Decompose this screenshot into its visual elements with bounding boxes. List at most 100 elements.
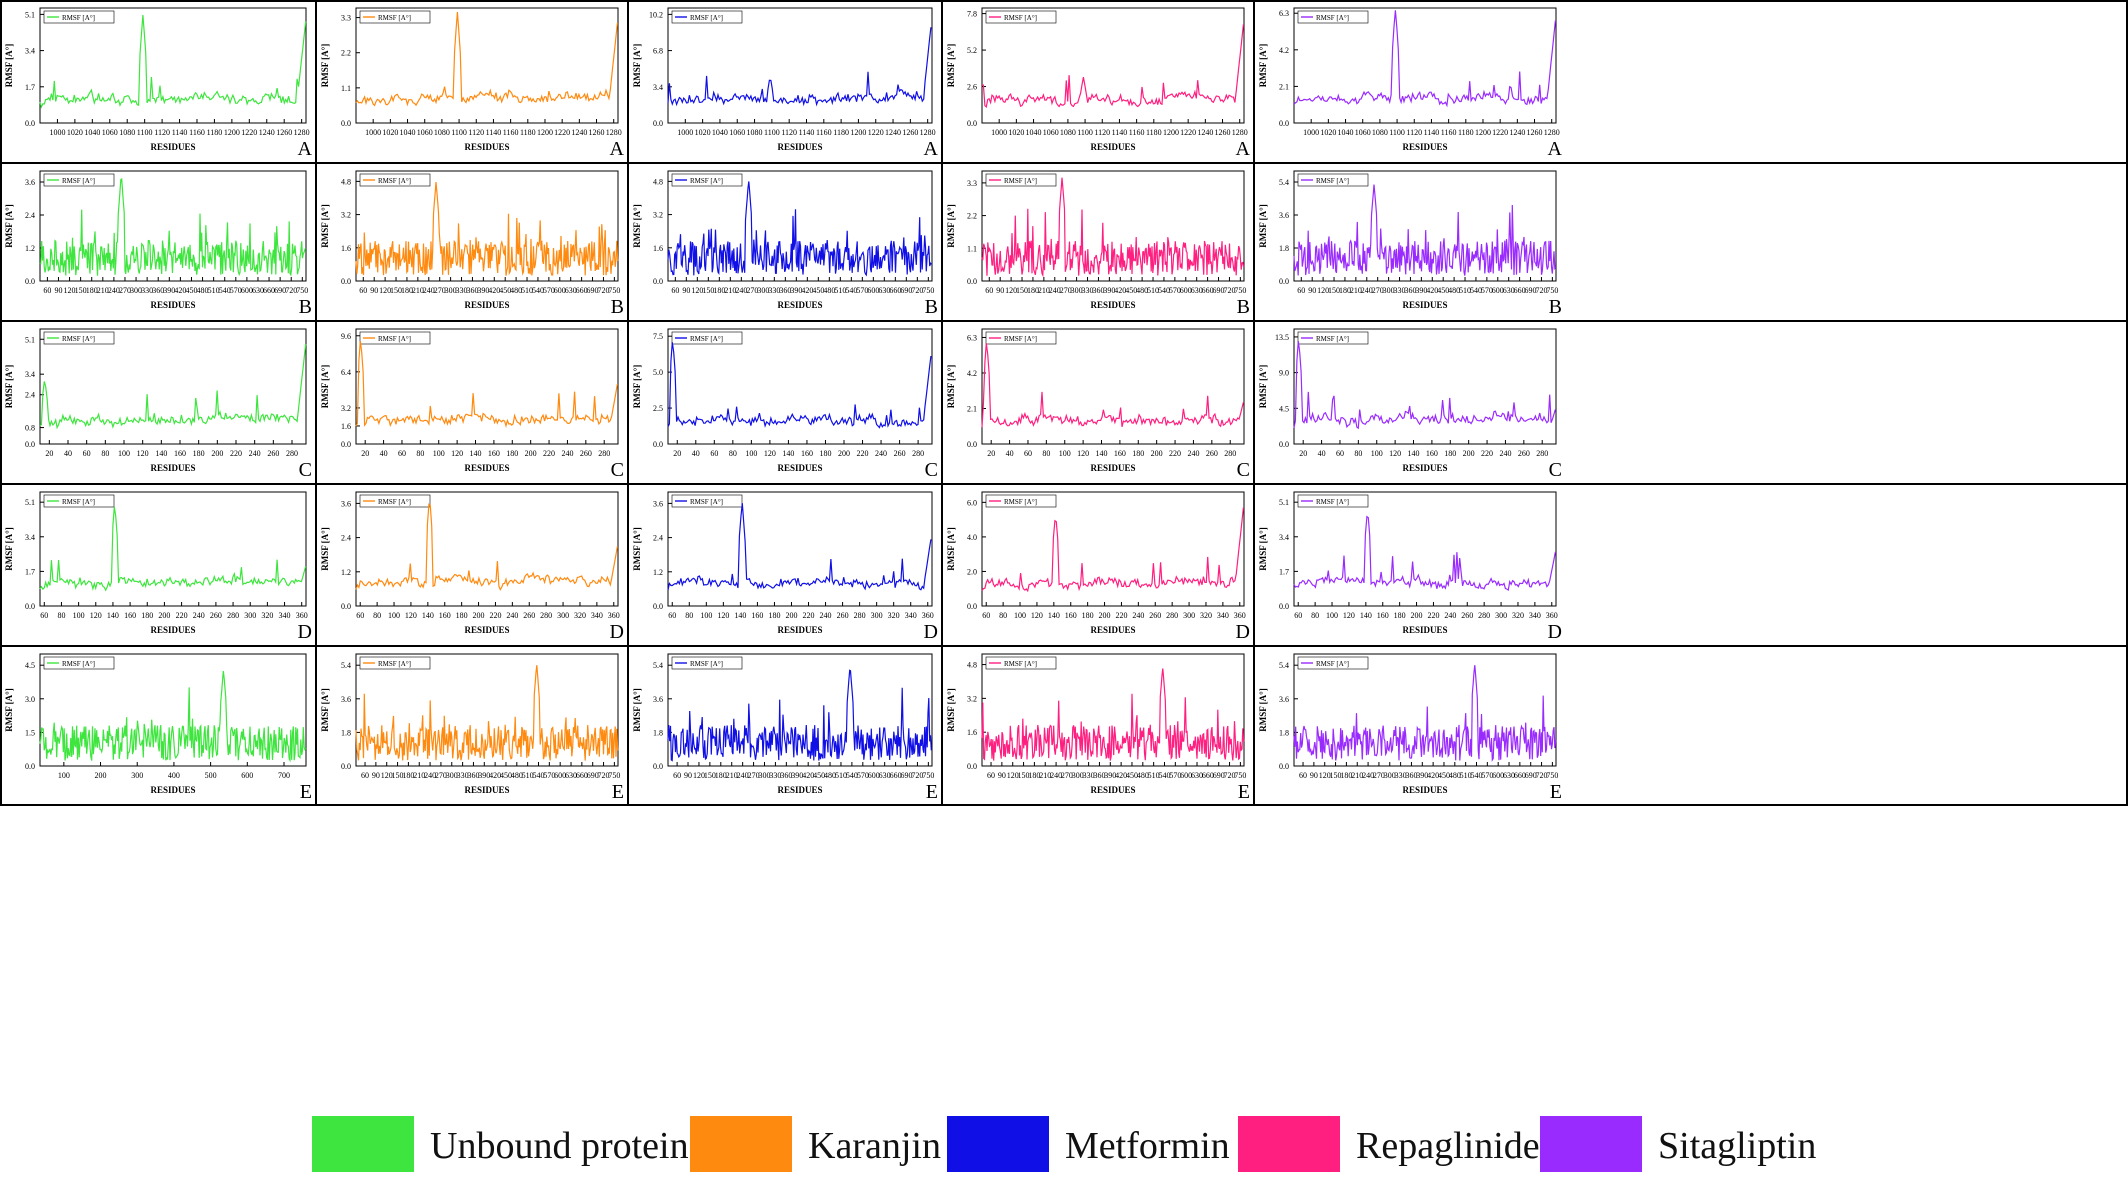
x-tick-label: 60	[43, 286, 51, 295]
x-tick-label: 360	[1234, 611, 1246, 620]
x-tick-label: 160	[751, 611, 763, 620]
x-tick-label: 240	[108, 286, 120, 295]
x-axis-label: RESIDUES	[150, 463, 195, 473]
legend-swatch	[947, 1116, 1049, 1172]
x-tick-label: 340	[279, 611, 291, 620]
y-axis-label: RMSF [A°]	[1258, 204, 1268, 248]
x-tick-label: 160	[801, 449, 813, 458]
x-axis-label: RESIDUES	[777, 625, 822, 635]
x-tick-label: 80	[1042, 449, 1050, 458]
x-tick-label: 1220	[868, 128, 884, 137]
panel-letter: C	[299, 459, 312, 481]
x-tick-label: 600	[867, 286, 879, 295]
rmsf-panel-c-repaglinide: 0.0 2.1 4.2 6.3 RMSF [A°] 20 40 60 80 100 120 140 16…	[946, 328, 1250, 481]
x-tick-label: 60	[40, 611, 48, 620]
x-tick-label: 240	[875, 449, 887, 458]
x-tick-label: 1260	[589, 128, 605, 137]
x-tick-label: 690	[274, 286, 286, 295]
panel-letter: A	[924, 138, 939, 160]
x-tick-label: 220	[1115, 611, 1127, 620]
x-tick-label: 120	[64, 286, 76, 295]
x-tick-label: 60	[710, 449, 718, 458]
inner-legend-box	[359, 173, 431, 187]
x-tick-label: 690	[587, 771, 599, 780]
rmsf-panel-b-sitagliptin: 0.0 1.8 3.6 5.4 RMSF [A°] 60 90 120150180210240…	[1258, 170, 1562, 318]
x-tick-label: 1080	[434, 128, 450, 137]
x-tick-label: 340	[1217, 611, 1229, 620]
x-tick-label: 600	[554, 286, 566, 295]
inner-legend-label: RMSF [A°]	[690, 498, 723, 506]
x-tick-label: 750	[296, 286, 308, 295]
x-tick-label: 1220	[1492, 128, 1508, 137]
x-tick-label: 270	[746, 286, 758, 295]
x-tick-label: 80	[685, 611, 693, 620]
x-tick-label: 200	[95, 771, 107, 780]
x-tick-label: 180	[506, 449, 518, 458]
x-tick-label: 120	[451, 449, 463, 458]
x-tick-label: 160	[1114, 449, 1126, 458]
x-tick-label: 320	[1512, 611, 1524, 620]
x-tick-label: 1020	[382, 128, 398, 137]
y-tick-label: 1.7	[25, 567, 35, 576]
x-tick-label: 280	[854, 611, 866, 620]
x-tick-label: 540	[1470, 771, 1482, 780]
x-axis-label: RESIDUES	[464, 142, 509, 152]
x-tick-label: 240	[1361, 286, 1373, 295]
rmsf-panel-e-karanjin: 0.0 1.8 3.6 5.4 RMSF [A°] 60 90 120150180210240…	[320, 653, 624, 803]
x-tick-label: 360	[779, 286, 791, 295]
x-tick-label: 1000	[1303, 128, 1319, 137]
x-tick-label: 300	[446, 771, 458, 780]
x-tick-label: 390	[477, 286, 489, 295]
inner-legend-label: RMSF [A°]	[1316, 498, 1349, 506]
x-tick-label: 570	[856, 286, 868, 295]
x-axis-label: RESIDUES	[150, 625, 195, 635]
x-tick-label: 690	[901, 771, 913, 780]
plot-area-frame	[355, 170, 619, 282]
x-tick-label: 420	[802, 771, 814, 780]
panel-letter: A	[1236, 138, 1251, 160]
x-tick-label: 540	[845, 286, 857, 295]
x-tick-label: 210	[413, 771, 425, 780]
x-tick-label: 1080	[1060, 128, 1076, 137]
inner-legend-label: RMSF [A°]	[1004, 335, 1037, 343]
x-tick-label: 90	[54, 286, 62, 295]
x-tick-label: 660	[890, 771, 902, 780]
x-tick-label: 750	[1546, 286, 1558, 295]
panel-letter: B	[925, 296, 938, 318]
y-tick-label: 2.1	[967, 404, 977, 413]
series-line	[667, 342, 932, 429]
y-tick-label: 2.5	[653, 404, 663, 413]
y-tick-label: 4.8	[967, 661, 977, 670]
x-tick-label: 90	[998, 771, 1006, 780]
panel-letter: C	[1237, 459, 1250, 481]
x-axis-label: RESIDUES	[1402, 142, 1447, 152]
x-tick-label: 360	[296, 611, 308, 620]
x-tick-label: 100	[118, 449, 130, 458]
y-tick-label: 5.1	[25, 498, 35, 507]
x-tick-label: 180	[402, 771, 414, 780]
x-tick-label: 600	[868, 771, 880, 780]
x-tick-label: 160	[1065, 611, 1077, 620]
rmsf-panel-d-sitagliptin: 0.0 1.7 3.4 5.1 RMSF [A°] 60 80 100 120 140 160 180…	[1258, 491, 1562, 643]
x-tick-label: 1080	[1372, 128, 1388, 137]
rmsf-panel-d-metformin: 0.0 1.2 2.4 3.6 RMSF [A°] 60 80 100 120 140 160 180…	[632, 491, 938, 643]
x-axis-label: RESIDUES	[464, 785, 509, 795]
x-tick-label: 510	[1459, 286, 1471, 295]
y-tick-label: 2.1	[1279, 82, 1289, 91]
plot-area-frame	[667, 7, 933, 124]
series-line	[981, 24, 1244, 109]
x-tick-label: 60	[83, 449, 91, 458]
x-tick-label: 120	[691, 286, 703, 295]
x-tick-label: 360	[922, 611, 934, 620]
y-tick-label: 3.6	[341, 695, 351, 704]
y-tick-label: 6.3	[967, 333, 977, 342]
y-tick-label: 1.2	[25, 244, 35, 253]
x-tick-label: 450	[1125, 286, 1137, 295]
y-tick-label: 5.1	[1279, 498, 1289, 507]
x-tick-label: 90	[1310, 771, 1318, 780]
y-tick-label: 7.5	[653, 332, 663, 341]
x-tick-label: 200	[158, 611, 170, 620]
x-tick-label: 240	[1132, 611, 1144, 620]
x-tick-label: 150	[704, 771, 716, 780]
x-tick-label: 500	[205, 771, 217, 780]
